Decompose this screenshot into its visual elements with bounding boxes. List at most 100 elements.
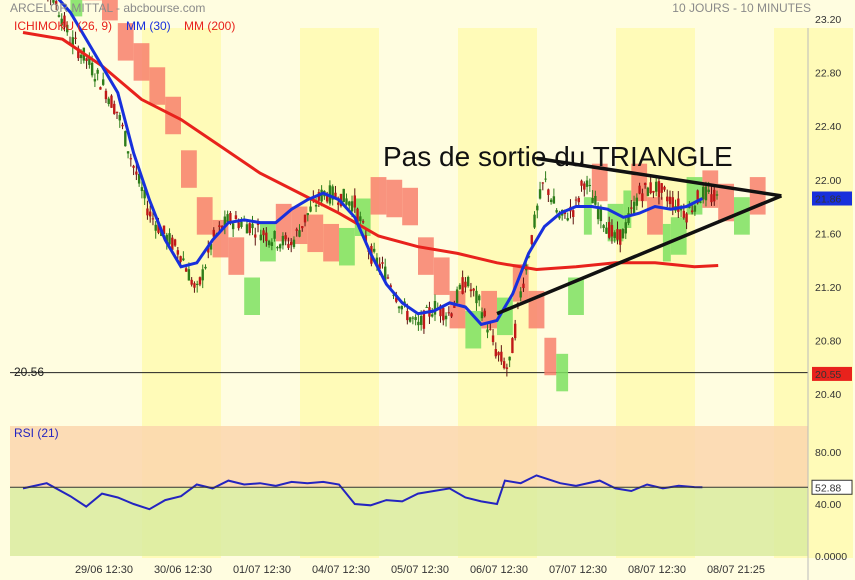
candle-body [375,257,379,265]
candle-body [71,37,74,47]
candle-body [212,229,215,237]
candle-body [231,223,235,230]
candle-body [547,189,550,195]
cloud-segment [102,0,118,21]
cloud-segment [670,217,687,255]
candle-body [400,305,404,310]
candle-body [713,189,716,202]
candle-body [513,323,517,339]
candle-body [527,256,531,258]
rsi-badge-label: 52.88 [815,482,841,494]
candle-body [118,115,121,121]
y-tick-label: 20.80 [815,335,841,347]
candle-body [66,24,69,33]
candle-body [566,218,569,221]
candle-body [411,317,415,319]
candle-body [99,87,102,90]
candle-body [187,269,191,281]
period-label: 10 JOURS - 10 MINUTES [672,1,811,15]
candle-body [143,189,146,199]
candle-body [602,225,605,228]
candle-body [594,196,597,205]
candle-body [541,182,545,184]
candle-body [433,300,437,315]
cloud-segment [647,197,663,235]
candle-body [334,192,337,198]
cloud-segment [402,187,418,226]
candle-body [113,103,116,114]
candle-body [251,223,254,229]
legend-mm30: MM (30) [126,19,171,33]
candle-body [154,224,157,231]
candle-body [607,222,611,238]
cloud-segment [323,223,339,262]
candle-body [403,301,406,304]
candle-body [472,288,475,291]
candle-body [715,194,719,196]
candle-body [165,234,168,244]
candle-body [270,242,274,246]
candle-body [353,195,356,208]
y-tick-label: 21.60 [815,228,841,240]
candle-body [638,185,641,194]
candle-body [544,178,547,180]
candle-body [536,205,539,211]
candle-body [184,268,188,272]
candle-body [500,351,503,362]
candle-body [453,305,456,308]
candle-body [195,283,199,285]
y-axis: 23.6023.2022.8022.4022.0021.6021.2020.80… [815,14,847,563]
y-tick-label: 22.40 [815,121,841,133]
candle-body [104,90,108,100]
candle-body [107,98,110,105]
candle-body [483,310,486,317]
candle-body [276,247,279,249]
cloud-segment [418,237,434,275]
price-badge-label: 20.55 [815,369,841,381]
candle-body [583,183,586,190]
candle-body [710,194,713,203]
candle-body [641,193,644,201]
candle-body [245,224,249,234]
candle-body [146,208,149,216]
candle-body [90,62,94,76]
x-tick-label: 01/07 12:30 [233,564,291,576]
candle-body [209,243,213,250]
candle-body [627,213,630,224]
candle-body [666,196,669,202]
candle-body [207,246,210,253]
candle-body [643,183,647,186]
y-tick-label: 20.40 [815,389,841,401]
candle-body [148,211,152,217]
candle-body [290,241,293,246]
candle-body [577,197,580,203]
candle-body [555,210,558,213]
candle-body [201,269,204,281]
cloud-segment [228,237,245,275]
cloud-segment [556,353,569,392]
candle-body [610,225,614,237]
candle-body [461,277,464,294]
candle-body [657,181,661,198]
candle-body [179,256,182,262]
candle-body [596,208,600,220]
triangle-pattern [496,156,783,316]
candle-body [193,283,196,288]
candle-body [530,235,533,245]
candle-body [392,294,395,296]
candle-body [162,225,166,235]
candle-body [88,57,91,65]
rsi-y-tick-label: 80.00 [815,447,841,459]
candle-body [635,197,639,206]
candle-body [110,95,113,108]
candle-body [292,239,296,247]
candle-body [190,279,193,285]
candle-body [171,237,174,250]
candle-body [63,15,66,28]
cloud-segment [149,67,166,105]
support-line [10,28,809,580]
candle-body [364,235,368,243]
cloud-segment [181,150,197,188]
candle-body [356,208,359,222]
